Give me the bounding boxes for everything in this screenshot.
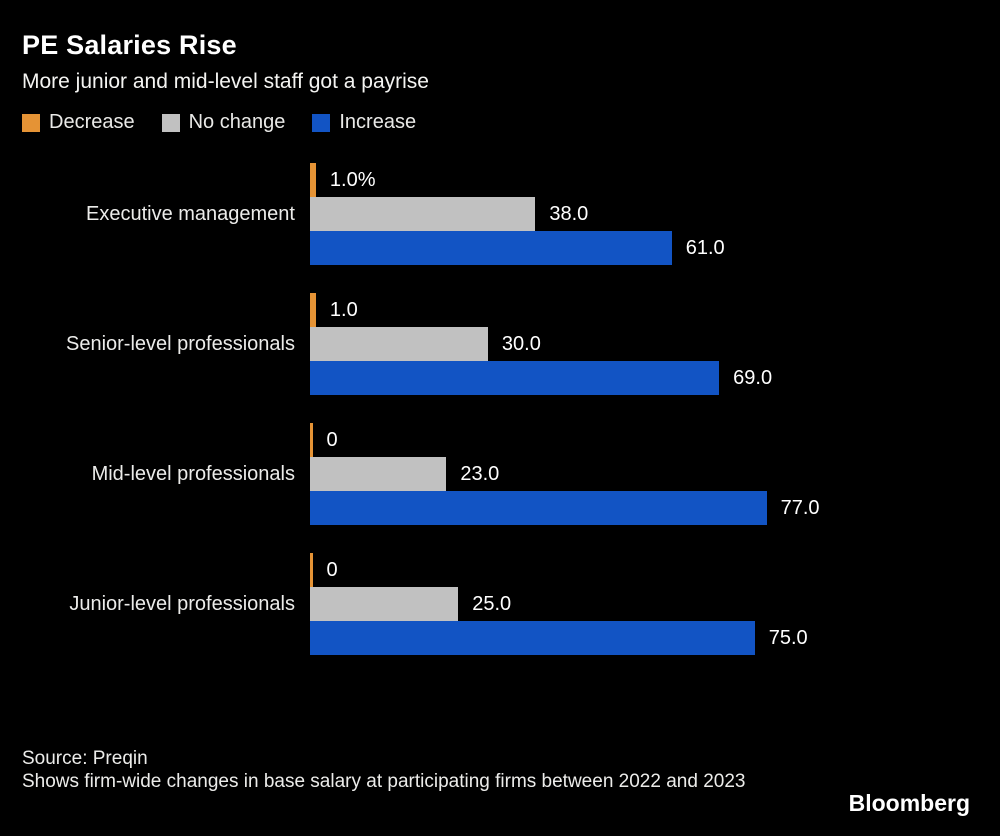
bar-group: Mid-level professionals 0 23.0 77.0 [0, 423, 1000, 525]
bar-stack: 0 23.0 77.0 [310, 423, 820, 525]
decrease-bar [310, 163, 316, 197]
value-label: 0 [326, 428, 338, 451]
bar-row: 69.0 [310, 361, 772, 395]
bar-group: Junior-level professionals 0 25.0 75.0 [0, 553, 1000, 655]
value-label: 61.0 [685, 236, 725, 259]
category-label: Senior-level professionals [65, 332, 295, 355]
legend: Decrease No change Increase [22, 111, 416, 134]
increase-bar [310, 621, 755, 655]
legend-swatch [22, 113, 40, 132]
increase-bar [310, 361, 720, 395]
value-label: 1.0 [329, 298, 358, 321]
chart-title: PE Salaries Rise [22, 30, 237, 60]
legend-label: Increase [339, 111, 417, 133]
chart-subtitle: More junior and mid-level staff got a pa… [22, 70, 429, 93]
bar-row: 0 [310, 423, 820, 457]
bar-row: 25.0 [310, 587, 808, 621]
legend-label: No change [188, 111, 286, 133]
footnote: Shows firm-wide changes in base salary a… [22, 771, 746, 792]
no-change-bar [310, 197, 536, 231]
chart-header: PE Salaries Rise More junior and mid-lev… [22, 30, 429, 94]
legend-label: Decrease [49, 111, 135, 133]
no-change-bar [310, 457, 447, 491]
value-label: 77.0 [780, 496, 820, 519]
bar-group: Executive management 1.0% 38.0 61.0 [0, 163, 1000, 265]
value-label: 23.0 [460, 462, 500, 485]
category-label: Mid-level professionals [91, 462, 295, 485]
bar-row: 1.0% [310, 163, 725, 197]
bar-row: 61.0 [310, 231, 725, 265]
no-change-bar [310, 587, 459, 621]
value-label: 1.0% [329, 168, 376, 191]
value-label: 30.0 [501, 332, 541, 355]
category-label: Junior-level professionals [69, 592, 295, 615]
increase-bar [310, 491, 767, 525]
bar-row: 38.0 [310, 197, 725, 231]
decrease-bar [310, 423, 313, 457]
bar-row: 77.0 [310, 491, 820, 525]
bar-row: 1.0 [310, 293, 772, 327]
bar-stack: 1.0 30.0 69.0 [310, 293, 772, 395]
decrease-bar [310, 553, 313, 587]
value-label: 25.0 [472, 592, 512, 615]
bar-stack: 1.0% 38.0 61.0 [310, 163, 725, 265]
bar-row: 75.0 [310, 621, 808, 655]
increase-bar [310, 231, 672, 265]
value-label: 69.0 [733, 366, 773, 389]
legend-item-decrease: Decrease [22, 111, 135, 134]
no-change-bar [310, 327, 488, 361]
category-label: Executive management [85, 202, 295, 225]
bloomberg-logo: Bloomberg [848, 790, 970, 816]
chart-footer: Source: Preqin Shows firm-wide changes i… [22, 748, 812, 793]
bar-stack: 0 25.0 75.0 [310, 553, 808, 655]
decrease-bar [310, 293, 316, 327]
bar-row: 23.0 [310, 457, 820, 491]
plot-area: Executive management 1.0% 38.0 61.0 Senior-l… [0, 163, 1000, 683]
source-line: Source: Preqin [22, 748, 148, 769]
bar-row: 30.0 [310, 327, 772, 361]
legend-item-no-change: No change [161, 111, 286, 134]
legend-swatch [161, 113, 180, 132]
value-label: 0 [326, 558, 338, 581]
bar-row: 0 [310, 553, 808, 587]
value-label: 75.0 [768, 626, 808, 649]
legend-item-increase: Increase [312, 111, 416, 134]
legend-swatch [312, 113, 331, 132]
bar-group: Senior-level professionals 1.0 30.0 69.0 [0, 293, 1000, 395]
value-label: 38.0 [549, 202, 589, 225]
